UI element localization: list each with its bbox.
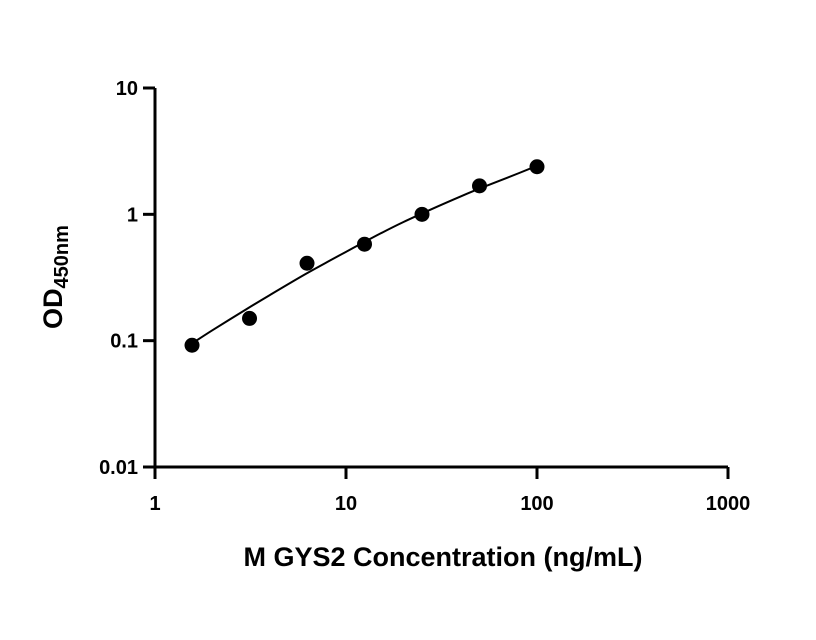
- x-axis-title: M GYS2 Concentration (ng/mL): [243, 542, 642, 572]
- x-tick-label: 1000: [706, 493, 751, 515]
- data-point: [357, 236, 373, 252]
- data-point: [414, 206, 430, 222]
- x-tick-label: 1: [149, 493, 160, 515]
- y-tick-label: 0.1: [110, 331, 138, 353]
- y-axis-title-main: OD: [38, 288, 68, 329]
- data-point: [184, 337, 200, 353]
- axes: [153, 88, 728, 469]
- data-point: [472, 178, 488, 194]
- y-tick-label: 10: [116, 78, 138, 100]
- x-tick-label: 10: [335, 493, 357, 515]
- y-tick-label: 0.01: [99, 457, 138, 479]
- data-point: [529, 159, 545, 175]
- ticks: [143, 86, 730, 479]
- y-axis-title: OD450nm: [38, 225, 73, 329]
- y-axis-title-subscript: 450nm: [51, 225, 73, 288]
- tick-labels: 1 10 100 1000 0.01 0.1 1 10: [99, 78, 750, 515]
- y-tick-label: 1: [127, 204, 138, 226]
- x-tick-label: 100: [520, 493, 553, 515]
- data-point: [242, 310, 258, 326]
- data-point: [299, 255, 315, 271]
- data-points: [184, 159, 545, 353]
